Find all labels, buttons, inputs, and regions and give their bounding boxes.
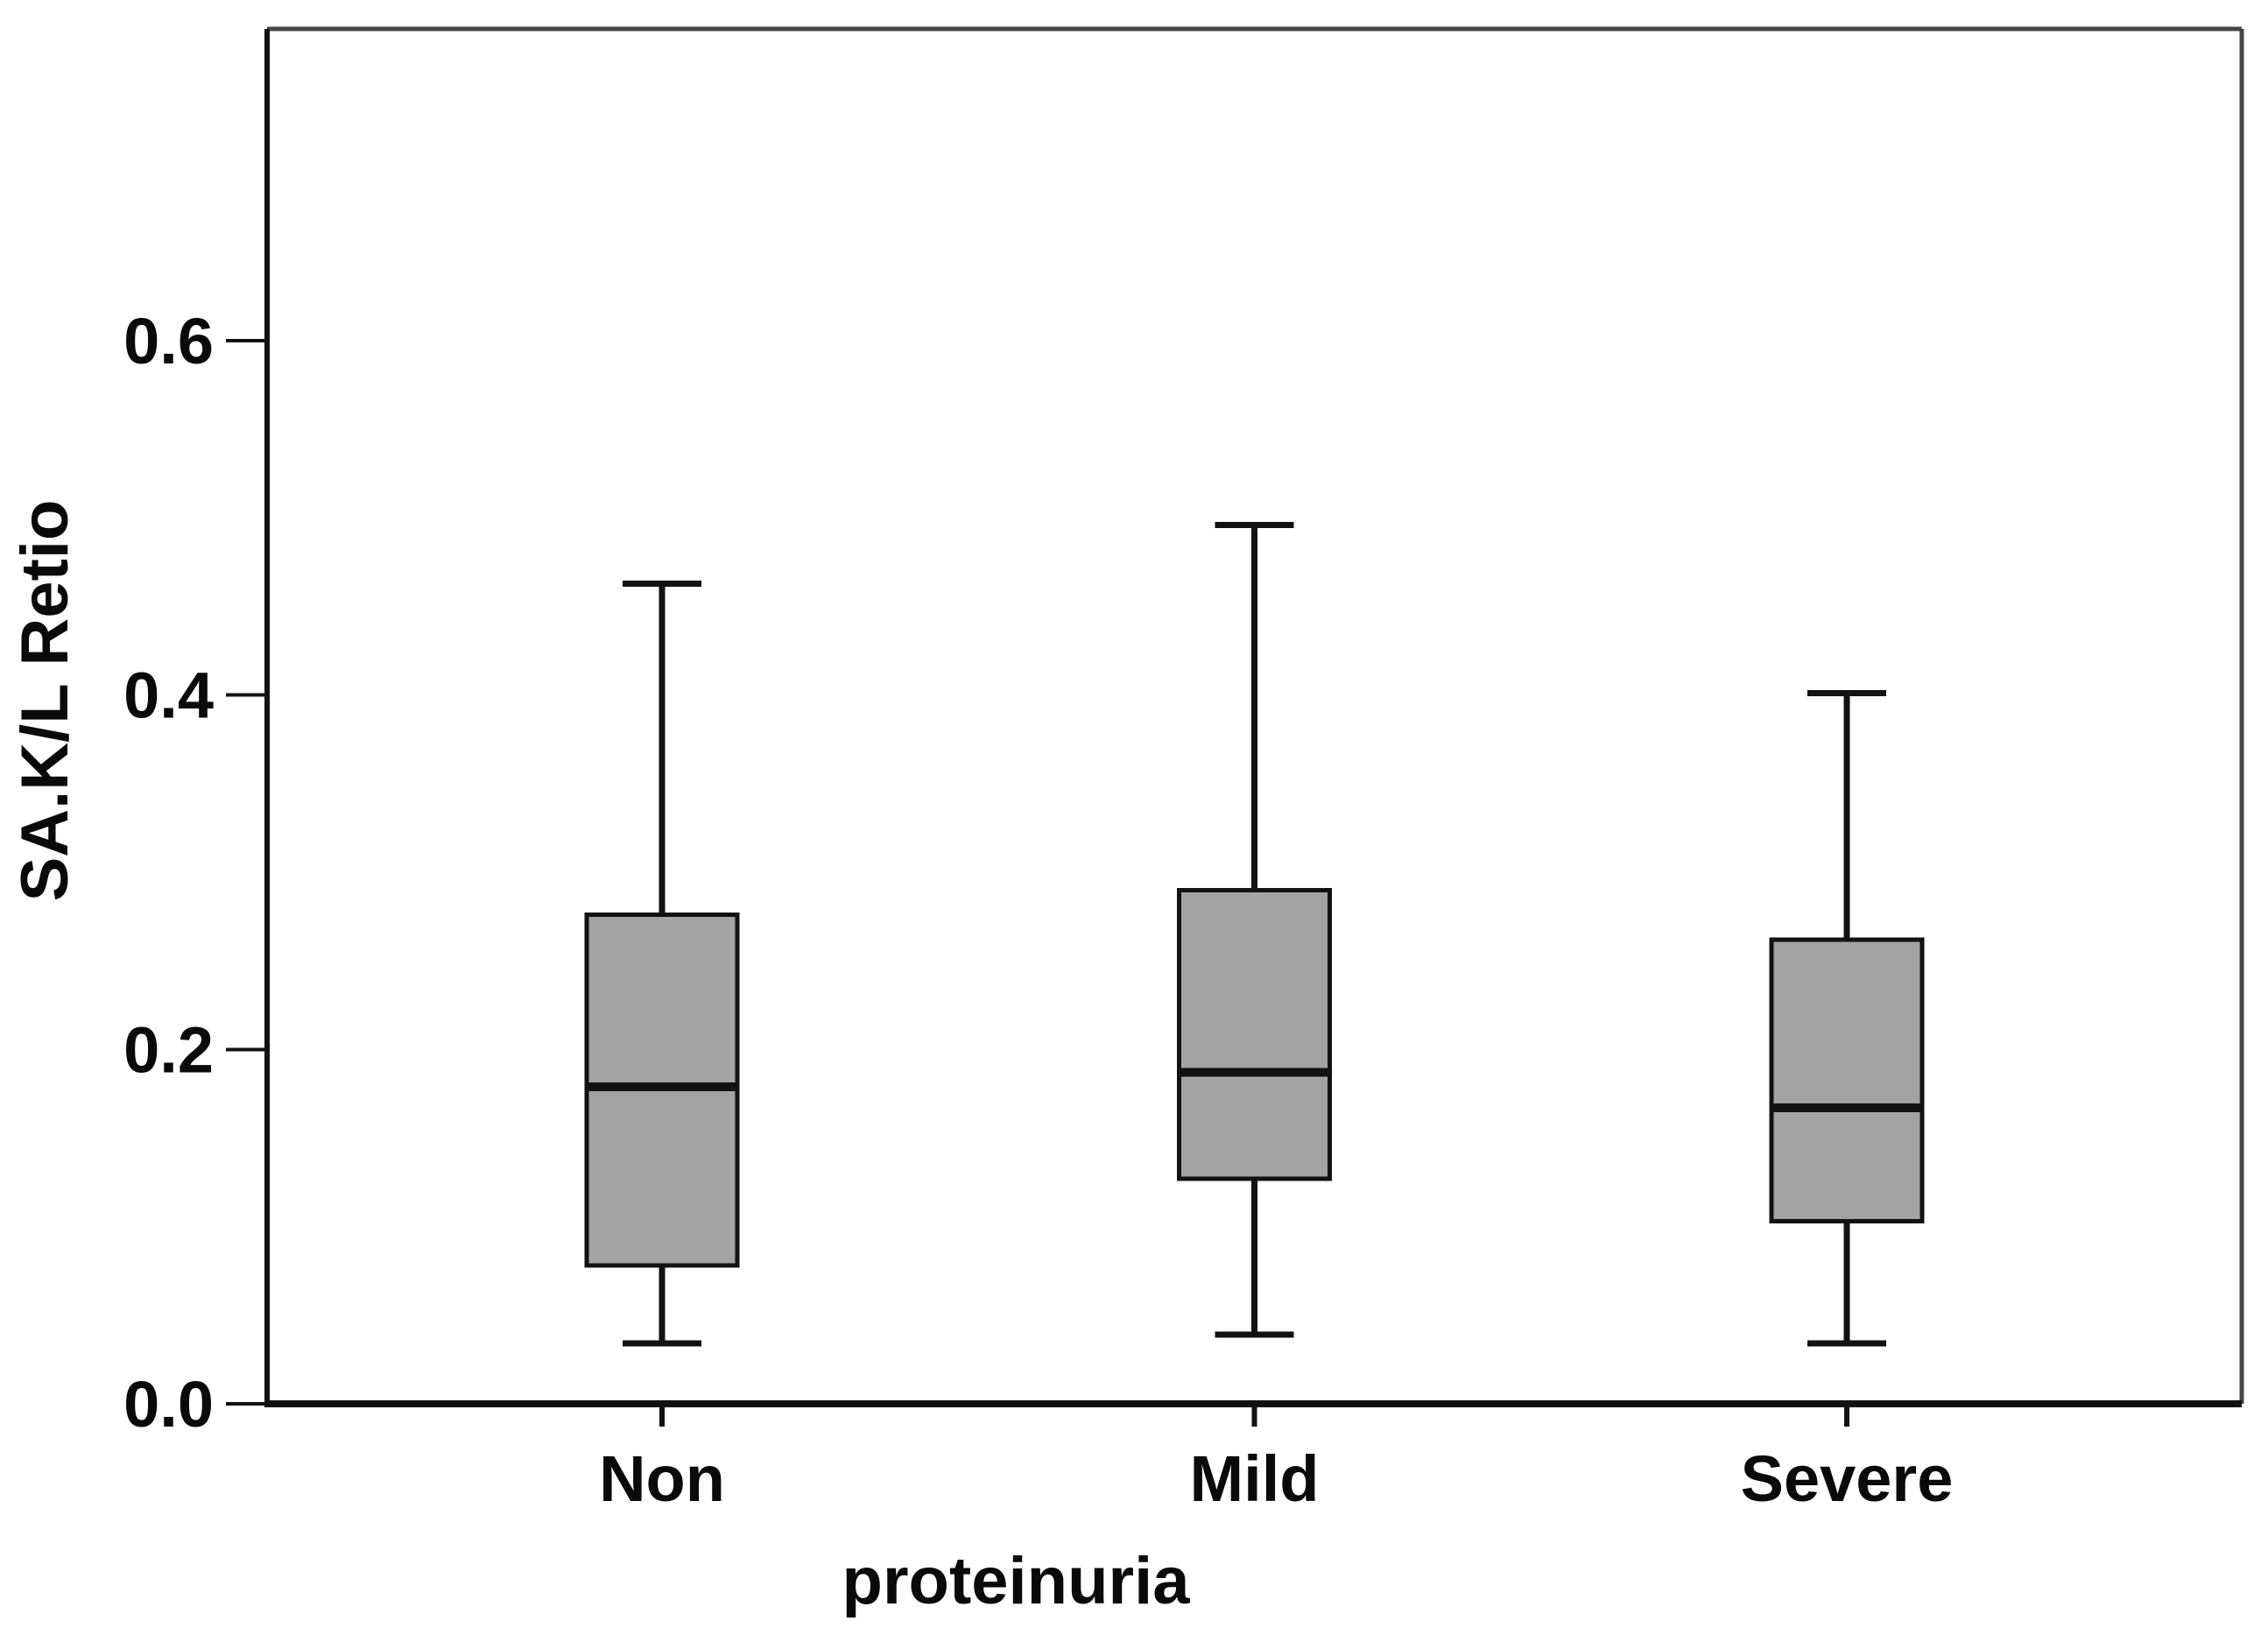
y-tick-label: 0.4 (123, 659, 214, 732)
x-category-label: Mild (1190, 1442, 1320, 1515)
iqr-box (1769, 937, 1925, 1224)
y-axis-title: SA.K/L Retio (8, 499, 82, 902)
x-axis-title: proteinuria (842, 1544, 1190, 1618)
y-tick-label: 0.2 (123, 1013, 214, 1086)
y-tick-label: 0.6 (123, 305, 214, 377)
x-category-label: Severe (1741, 1442, 1954, 1515)
y-tick-label: 0.0 (123, 1368, 214, 1441)
iqr-box (1177, 887, 1332, 1181)
x-category-label: Non (599, 1442, 725, 1515)
